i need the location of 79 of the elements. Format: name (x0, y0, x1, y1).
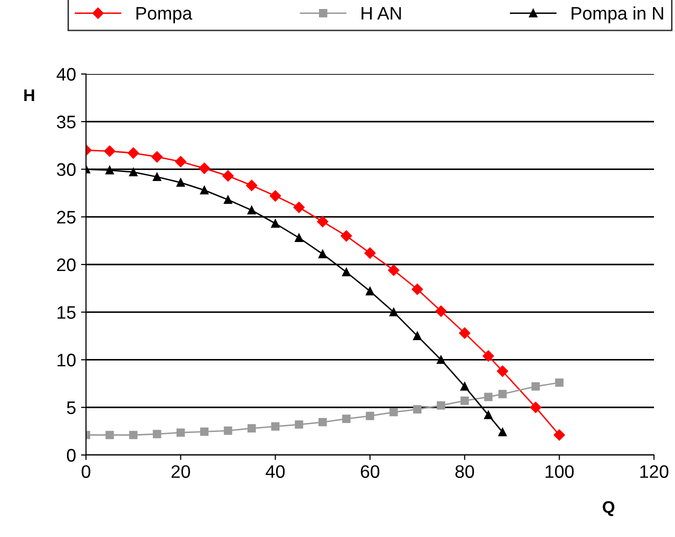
point (106, 430, 114, 440)
y-tick-label: 0 (66, 448, 76, 462)
point (152, 430, 162, 438)
point (388, 264, 400, 276)
point (340, 230, 352, 242)
point (460, 382, 469, 391)
point (498, 428, 507, 436)
point (176, 428, 185, 437)
point (294, 420, 304, 429)
y-tick-label: 25 (57, 210, 76, 224)
x-tick-label: 80 (455, 465, 474, 478)
y-tick-label: 30 (56, 163, 76, 176)
y-tick-label: 10 (58, 354, 76, 366)
x-tick-label: 100 (546, 465, 574, 478)
point (222, 170, 234, 182)
legend-label: Pompa in N (572, 6, 664, 24)
point (459, 327, 470, 339)
point (271, 422, 280, 431)
point (554, 429, 565, 441)
point (175, 156, 186, 168)
point (532, 382, 540, 391)
point (151, 151, 163, 162)
y-tick-label: 20 (57, 258, 76, 272)
x-tick-label: 60 (360, 465, 380, 478)
legend-label: Pompa (136, 7, 192, 24)
point (413, 332, 422, 340)
point (366, 287, 374, 296)
point (318, 250, 327, 258)
point (555, 378, 564, 387)
point (390, 308, 398, 316)
y-tick-label: 40 (56, 68, 76, 81)
point (224, 196, 232, 204)
point (248, 424, 256, 432)
point (129, 430, 138, 440)
y-tick-label: 5 (66, 401, 76, 414)
point (436, 356, 446, 364)
point (318, 418, 327, 426)
point (293, 202, 305, 213)
y-tick-label: 35 (56, 116, 76, 128)
point (106, 166, 114, 174)
point (104, 146, 116, 157)
x-tick-label: 20 (172, 465, 190, 478)
point (435, 306, 447, 317)
point (530, 402, 542, 413)
point (413, 405, 422, 414)
point (246, 180, 258, 192)
point (152, 172, 162, 182)
point (128, 147, 139, 159)
y-axis-title: H (24, 90, 34, 102)
point (364, 247, 376, 259)
point (294, 234, 304, 242)
point (460, 396, 469, 405)
point (198, 162, 210, 174)
point (248, 206, 256, 214)
point (129, 168, 138, 176)
point (366, 412, 374, 420)
point (342, 268, 350, 276)
x-tick-label: 40 (266, 465, 285, 478)
legend-label: H AN (362, 7, 401, 20)
x-axis-title: Q (602, 501, 614, 516)
point (496, 366, 508, 377)
point (390, 408, 398, 416)
point (270, 190, 281, 202)
point (342, 414, 350, 423)
point (484, 410, 492, 420)
point (317, 216, 328, 228)
point (200, 427, 208, 436)
point (271, 219, 280, 228)
point (498, 390, 507, 398)
point (412, 284, 423, 295)
y-tick-label: 15 (58, 306, 76, 319)
x-tick-label: 0 (82, 465, 90, 478)
point (176, 178, 185, 187)
point (224, 426, 232, 435)
point (200, 186, 208, 194)
point (484, 392, 492, 402)
point (436, 401, 446, 410)
x-tick-label: 120 (640, 465, 668, 478)
point (482, 350, 494, 362)
